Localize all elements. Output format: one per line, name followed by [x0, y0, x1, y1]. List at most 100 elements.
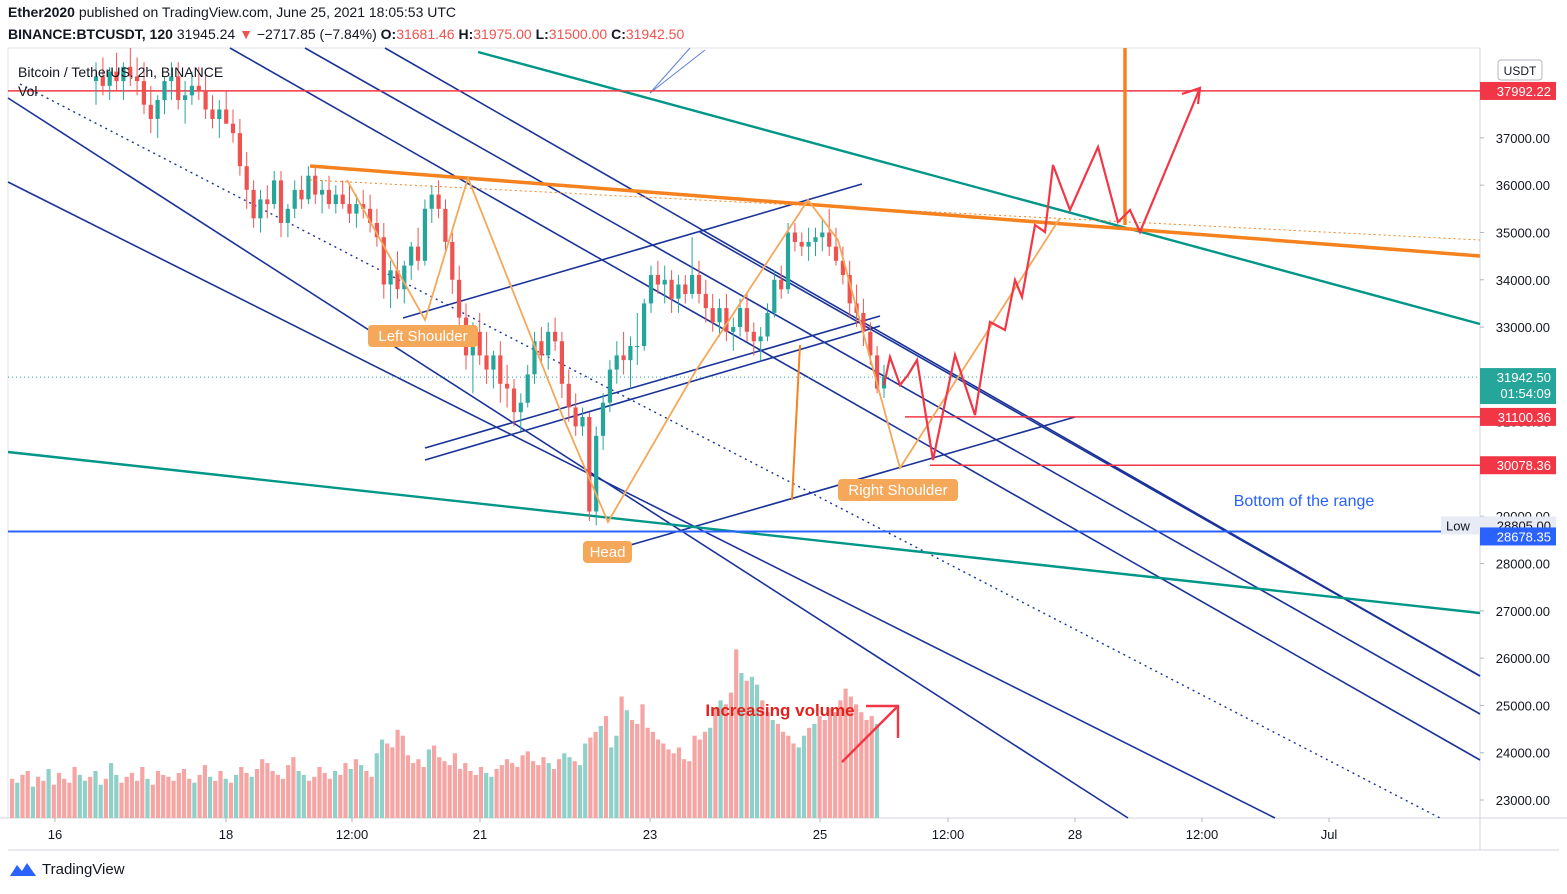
volume-bar — [629, 720, 635, 818]
candle-body — [443, 208, 448, 242]
price-label: 28678.35 — [1497, 529, 1551, 544]
price-label-box — [1480, 527, 1556, 546]
price-tick-label: 26000.00 — [1496, 651, 1550, 666]
candle-body — [409, 246, 414, 266]
volume-bar — [687, 761, 692, 818]
volume-bar — [317, 767, 322, 818]
candle-body — [93, 76, 99, 82]
volume-bar — [161, 774, 166, 818]
time-tick-label: 28 — [1068, 827, 1082, 842]
candle-body — [717, 308, 722, 323]
candle-body — [272, 180, 277, 204]
volume-bar — [504, 759, 510, 818]
candle-body — [696, 275, 702, 294]
volume-bar — [817, 716, 822, 818]
volume-bar — [749, 676, 754, 818]
candle-body — [566, 383, 571, 408]
annotations: Left Shoulder Head Right Shoulder Bottom of… — [368, 325, 1374, 720]
candle-body — [347, 204, 352, 214]
volume-bar — [697, 739, 702, 818]
volume-bar — [202, 765, 207, 818]
volume-bar — [843, 688, 848, 818]
volume-bar — [520, 755, 525, 818]
volume-bar — [827, 708, 833, 818]
tradingview-logo-icon — [10, 863, 36, 876]
candle-body — [573, 407, 578, 427]
volume-bar — [275, 774, 280, 818]
time-tick-label: 18 — [219, 827, 233, 842]
volume-bar — [140, 767, 145, 818]
volume-bar — [254, 769, 260, 818]
volume-bar — [713, 708, 718, 818]
projected-path — [882, 87, 1202, 461]
currency-badge — [1497, 59, 1543, 81]
time-tick-label: 21 — [473, 827, 487, 842]
candle-body — [505, 383, 510, 389]
volume-bar — [791, 743, 796, 818]
candle-body — [580, 416, 585, 427]
price-tick-label: 28000.00 — [1496, 557, 1550, 572]
channel-median-line — [19, 83, 1441, 819]
candle-body — [827, 232, 832, 247]
price-tick-label: 23000.00 — [1496, 793, 1550, 808]
volume-bar — [536, 765, 541, 818]
candle-body — [676, 284, 681, 299]
candle-body — [285, 208, 290, 223]
time-tick-label: 12:00 — [336, 827, 369, 842]
price-label: 31100.36 — [1498, 410, 1551, 425]
time-axis[interactable]: 16 18 12:00 21 23 25 12:00 28 12:00 Jul — [48, 818, 1338, 842]
volume-bar — [197, 774, 202, 818]
price-label-box — [1480, 407, 1556, 426]
candle-body — [559, 341, 564, 384]
price-axis[interactable]: USDT 23000.00 24000.00 25000.00 26000.00 2700… — [1441, 59, 1556, 808]
candle-body — [422, 208, 427, 261]
candle-body — [183, 95, 188, 100]
author-name[interactable]: Ether2020 — [8, 4, 75, 20]
volume-bar — [395, 729, 400, 818]
open-label: O: — [380, 26, 397, 42]
candle-body — [532, 341, 537, 375]
volume-bar — [67, 782, 72, 818]
fan-line — [649, 47, 691, 94]
price-tick-label: 24000.00 — [1496, 746, 1550, 761]
candle-body — [135, 76, 140, 82]
candle-body — [806, 241, 811, 247]
annotation-box — [368, 325, 478, 347]
candle-body — [237, 133, 242, 167]
volume-bar — [562, 753, 567, 818]
time-tick-label: 12:00 — [1186, 827, 1219, 842]
volume-bar — [385, 743, 390, 818]
volume-bar — [484, 772, 489, 818]
time-tick-label: 23 — [643, 827, 657, 842]
volume-bar — [786, 735, 791, 818]
grid — [0, 47, 1567, 851]
volume-bar — [62, 778, 67, 818]
projected-path-arrowhead — [1181, 86, 1202, 105]
volume-bar — [489, 776, 494, 818]
volume-bar — [36, 776, 41, 818]
symbol-line: BINANCE:BTCUSDT, 120 31945.24 ▼ −2717.85… — [8, 26, 684, 42]
volume-bar — [338, 774, 343, 818]
candle-body — [128, 66, 133, 77]
close-label: C: — [611, 26, 626, 42]
volume-bar — [46, 769, 51, 818]
volume-bar — [260, 759, 265, 818]
volume-bar — [645, 727, 650, 818]
volume-bar — [624, 710, 629, 818]
volume-bar — [301, 774, 306, 818]
time-tick-label: 16 — [48, 827, 62, 842]
candle-body — [847, 275, 852, 304]
volume-bar — [458, 769, 463, 818]
fan-line — [649, 49, 706, 94]
channel-line — [7, 97, 1129, 819]
volume-bar — [421, 767, 426, 818]
candle-body — [546, 331, 551, 356]
candle-body — [100, 76, 105, 86]
volume-bar — [609, 747, 614, 818]
candle-body — [477, 331, 482, 356]
volume-bar — [859, 712, 864, 818]
candle-body — [107, 71, 112, 86]
tradingview-brand[interactable]: TradingView — [42, 860, 125, 878]
candle-body — [635, 346, 640, 347]
